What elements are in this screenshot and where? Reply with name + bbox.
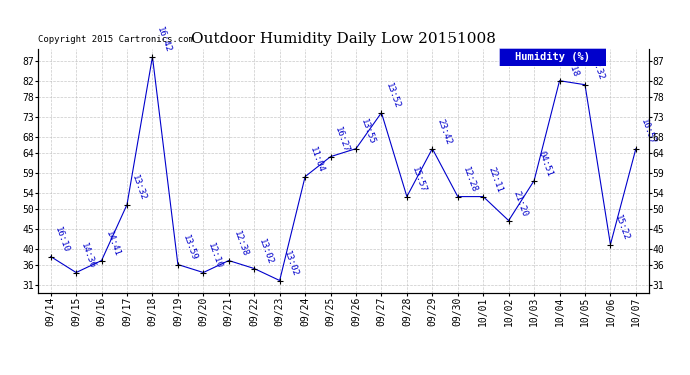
Text: 14:41: 14:41 — [104, 230, 122, 258]
Text: 12:28: 12:28 — [460, 165, 478, 194]
Text: 21:20: 21:20 — [511, 189, 529, 218]
Title: Outdoor Humidity Daily Low 20151008: Outdoor Humidity Daily Low 20151008 — [191, 32, 495, 46]
Text: 23:42: 23:42 — [435, 117, 453, 146]
Text: 13:59: 13:59 — [181, 233, 198, 262]
Text: 13:02: 13:02 — [282, 249, 300, 278]
Text: 04:51: 04:51 — [537, 150, 555, 178]
Text: 16:42: 16:42 — [155, 26, 173, 54]
Text: 11:04: 11:04 — [308, 146, 326, 174]
Text: Copyright 2015 Cartronics.com: Copyright 2015 Cartronics.com — [38, 35, 194, 44]
Text: 13:52: 13:52 — [384, 82, 402, 110]
Text: 15:22: 15:22 — [613, 213, 631, 242]
Text: 00:18: 00:18 — [562, 50, 580, 78]
Text: 16:10: 16:10 — [53, 225, 71, 254]
Text: 13:32: 13:32 — [130, 174, 148, 202]
Text: 12:38: 12:38 — [232, 230, 249, 258]
Text: 13:55: 13:55 — [359, 117, 377, 146]
Text: 15:57: 15:57 — [410, 165, 427, 194]
Text: 22:11: 22:11 — [486, 165, 504, 194]
Text: 13:02: 13:02 — [257, 237, 275, 266]
Text: 10:57: 10:57 — [639, 117, 656, 146]
Text: 14:32: 14:32 — [588, 54, 605, 82]
Text: 14:36: 14:36 — [79, 242, 97, 270]
Text: 16:27: 16:27 — [333, 126, 351, 154]
Text: 12:10: 12:10 — [206, 242, 224, 270]
